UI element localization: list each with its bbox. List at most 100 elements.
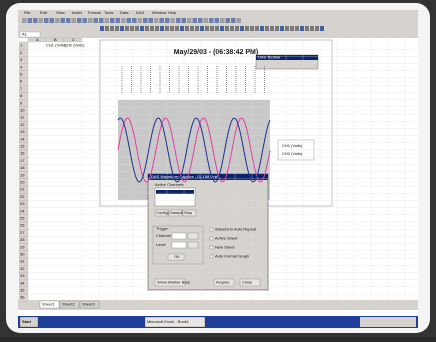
toolbar-button[interactable] (159, 18, 165, 23)
toolbar-button[interactable] (195, 26, 199, 31)
spin-button[interactable] (187, 241, 199, 249)
toolbar-button[interactable] (180, 26, 184, 31)
toolbar-button[interactable] (170, 18, 176, 23)
spin-button[interactable] (187, 232, 199, 240)
name-box[interactable] (19, 31, 41, 38)
toolbar-button[interactable] (55, 18, 60, 23)
toolbar-button[interactable] (225, 26, 229, 31)
toolbar-button[interactable] (115, 26, 119, 31)
toolbar-button[interactable] (200, 26, 204, 31)
toolbar-button[interactable] (125, 26, 129, 31)
toolbar-button[interactable] (205, 26, 209, 31)
toolbar-button[interactable] (170, 26, 174, 31)
checkbox[interactable] (209, 245, 214, 250)
menu-item[interactable]: View (56, 10, 65, 15)
toolbar-button[interactable] (44, 18, 49, 23)
toolbar-button[interactable] (126, 18, 132, 23)
toolbar-button[interactable] (300, 26, 304, 31)
toolbar-button[interactable] (280, 26, 284, 31)
menu-item[interactable]: DAS (136, 10, 145, 15)
toolbar-button[interactable] (235, 26, 239, 31)
menu-item[interactable]: Insert (72, 10, 83, 15)
toolbar-button[interactable] (145, 26, 149, 31)
dialog-button[interactable] (154, 209, 169, 217)
toolbar-button[interactable] (265, 26, 269, 31)
toolbar-button[interactable] (187, 18, 192, 23)
toolbar-button[interactable] (137, 18, 143, 23)
toolbar-button[interactable] (209, 18, 214, 23)
toolbar-button[interactable] (66, 18, 71, 23)
toolbar-button[interactable] (181, 18, 187, 23)
field-input[interactable] (171, 232, 187, 240)
toolbar-button[interactable] (155, 26, 159, 31)
toolbar-button[interactable] (198, 18, 203, 23)
toolbar-button[interactable] (220, 26, 224, 31)
menu-item[interactable]: Help (168, 10, 177, 15)
toolbar-button[interactable] (215, 26, 219, 31)
field-input[interactable] (171, 241, 187, 249)
menu-item[interactable]: Format (88, 10, 102, 15)
footer-button[interactable] (154, 278, 186, 287)
menu-item[interactable]: Edit (40, 10, 48, 15)
toolbar-button[interactable] (260, 26, 264, 31)
checkbox[interactable] (209, 254, 214, 259)
toolbar-button[interactable] (315, 26, 319, 31)
toolbar-button[interactable] (105, 26, 109, 31)
toolbar-button[interactable] (132, 18, 137, 23)
toolbar-button[interactable] (250, 26, 254, 31)
toolbar-button[interactable] (185, 26, 189, 31)
toolbar-button[interactable] (88, 18, 93, 23)
toolbar-button[interactable] (154, 18, 159, 23)
toolbar-button[interactable] (140, 26, 144, 31)
toolbar-button[interactable] (60, 18, 66, 23)
toolbar-button[interactable] (214, 18, 220, 23)
sheet-tab[interactable] (39, 300, 60, 309)
toolbar-button[interactable] (240, 26, 244, 31)
toolbar-button[interactable] (110, 26, 114, 31)
toolbar-button[interactable] (295, 26, 299, 31)
toolbar-button[interactable] (38, 18, 44, 23)
footer-button[interactable] (213, 278, 235, 287)
toolbar-button[interactable] (148, 18, 154, 23)
toolbar-button[interactable] (190, 26, 194, 31)
start-button[interactable] (19, 316, 39, 328)
toolbar-button[interactable] (82, 18, 88, 23)
menu-item[interactable]: Data (120, 10, 129, 15)
toolbar-button[interactable] (99, 18, 104, 23)
toolbar-button[interactable] (165, 26, 169, 31)
toolbar-button[interactable] (270, 26, 274, 31)
toolbar-button[interactable] (192, 18, 198, 23)
menu-item[interactable]: Tools (104, 10, 113, 15)
sheet-tab[interactable] (59, 300, 80, 309)
toolbar-button[interactable] (220, 18, 225, 23)
toolbar-button[interactable] (275, 26, 279, 31)
toolbar-button[interactable] (210, 26, 214, 31)
toolbar-button[interactable] (175, 26, 179, 31)
toolbar-button[interactable] (285, 26, 289, 31)
toolbar-button[interactable] (165, 18, 170, 23)
toolbar-button[interactable] (203, 18, 209, 23)
toolbar-button[interactable] (77, 18, 82, 23)
menu-item[interactable]: Window (152, 10, 166, 15)
dialog-button[interactable] (168, 209, 183, 217)
toolbar-button[interactable] (255, 26, 259, 31)
toolbar-button[interactable] (176, 18, 181, 23)
toolbar-button[interactable] (143, 18, 148, 23)
toolbar-button[interactable] (115, 18, 121, 23)
toolbar-button[interactable] (49, 18, 55, 23)
ok-button[interactable] (167, 253, 185, 261)
toolbar-button[interactable] (135, 26, 139, 31)
toolbar-button[interactable] (230, 26, 234, 31)
checkbox[interactable] (209, 227, 214, 232)
toolbar-button[interactable] (22, 18, 27, 23)
toolbar-button[interactable] (320, 26, 324, 31)
toolbar-button[interactable] (33, 18, 38, 23)
toolbar-button[interactable] (305, 26, 309, 31)
checkbox[interactable] (209, 236, 214, 241)
toolbar-button[interactable] (27, 18, 33, 23)
toolbar-button[interactable] (160, 26, 164, 31)
sheet-tab[interactable] (79, 300, 100, 309)
toolbar-button[interactable] (225, 18, 231, 23)
dialog-button[interactable] (182, 209, 197, 217)
toolbar-button[interactable] (150, 26, 154, 31)
